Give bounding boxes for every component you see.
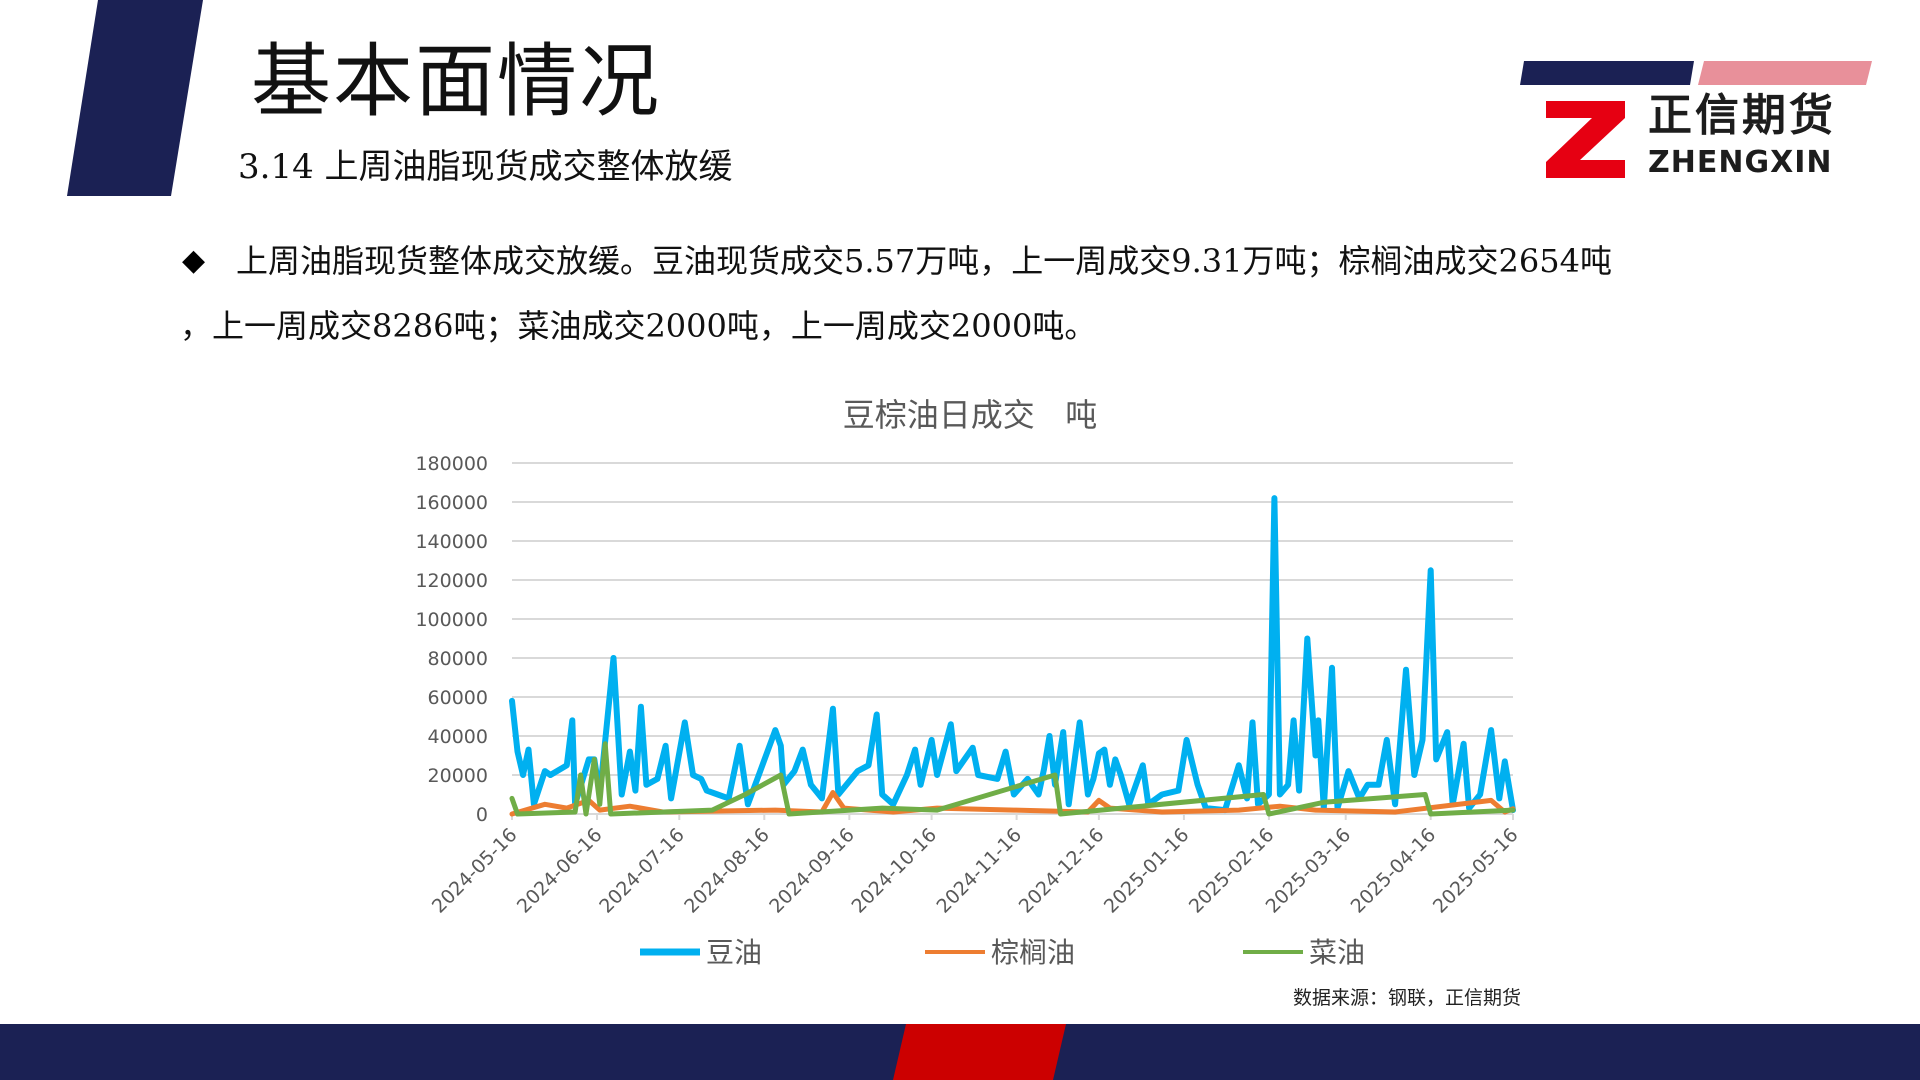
summary-line-2: ，上一周成交8286吨；菜油成交2000吨，上一周成交2000吨。 <box>180 307 1097 345</box>
x-tick-label: 2024-08-16 <box>680 824 774 918</box>
x-tick-label: 2024-10-16 <box>847 824 941 918</box>
x-tick-label: 2024-12-16 <box>1015 824 1109 918</box>
series-line-soybean-oil <box>509 495 1516 814</box>
series-line-rapeseed-oil <box>509 741 1516 817</box>
x-tick-label: 2024-11-16 <box>933 824 1027 918</box>
legend-label: 豆油 <box>706 936 762 969</box>
page-title: 基本面情况 <box>251 35 661 128</box>
x-tick-label: 2024-06-16 <box>513 824 607 918</box>
x-tick-label: 2024-05-16 <box>428 824 522 918</box>
logo-name-en: ZHENGXIN <box>1648 145 1833 180</box>
x-tick-label: 2025-04-16 <box>1347 824 1441 918</box>
logo-z-mark <box>1546 101 1625 178</box>
y-tick-label: 80000 <box>428 648 488 670</box>
oil-trade-chart: 豆棕油日成交 吨 0 20000 40000 60000 80000 100000 1200… <box>415 396 1523 969</box>
y-tick-label: 100000 <box>415 609 488 631</box>
legend-label: 棕榈油 <box>991 936 1075 969</box>
y-tick-label: 180000 <box>415 453 488 475</box>
x-tick-label: 2024-07-16 <box>595 824 689 918</box>
logo-pink-bar <box>1698 61 1872 85</box>
y-tick-label: 40000 <box>428 726 488 748</box>
chart-title: 豆棕油日成交 吨 <box>843 396 1098 434</box>
footer-red-block <box>893 1024 1066 1080</box>
legend-label: 菜油 <box>1309 936 1365 969</box>
logo-navy-bar <box>1520 61 1694 85</box>
y-tick-label: 120000 <box>415 570 488 592</box>
y-tick-label: 60000 <box>428 687 488 709</box>
x-tick-label: 2024-09-16 <box>765 824 859 918</box>
x-tick-label: 2025-01-16 <box>1100 824 1194 918</box>
y-tick-label: 160000 <box>415 492 488 514</box>
y-tick-label: 20000 <box>428 765 488 787</box>
y-tick-label: 0 <box>476 804 488 826</box>
header-navy-stripe <box>67 0 203 196</box>
y-tick-label: 140000 <box>415 531 488 553</box>
summary-line-1: 上周油脂现货整体成交放缓。豆油现货成交5.57万吨，上一周成交9.31万吨；棕榈… <box>236 242 1612 280</box>
data-source: 数据来源：钢联，正信期货 <box>1293 987 1522 1009</box>
diamond-bullet-icon: ◆ <box>182 243 206 278</box>
logo-name-cn: 正信期货 <box>1648 90 1836 141</box>
x-tick-label: 2025-05-16 <box>1429 824 1523 918</box>
section-subtitle: 3.14 上周油脂现货成交整体放缓 <box>238 147 733 187</box>
